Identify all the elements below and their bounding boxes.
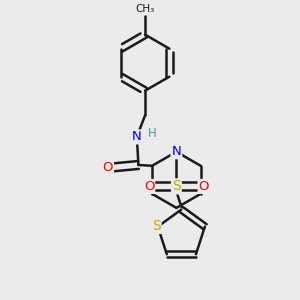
Text: S: S (172, 179, 181, 194)
Text: O: O (199, 180, 209, 193)
Text: S: S (152, 219, 161, 233)
Text: O: O (103, 161, 113, 174)
Text: O: O (144, 180, 154, 193)
Text: N: N (172, 145, 181, 158)
Text: CH₃: CH₃ (135, 4, 155, 14)
Text: H: H (148, 127, 157, 140)
Text: N: N (132, 130, 142, 143)
